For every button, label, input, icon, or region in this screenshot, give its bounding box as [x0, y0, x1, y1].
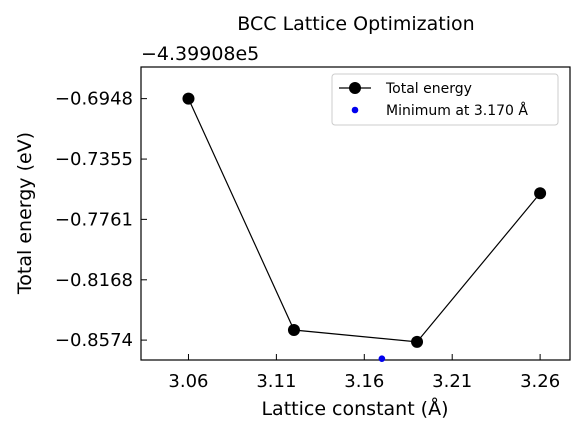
y-axis-ticks: −0.6948 −0.7355 −0.7761 −0.8168 −0.8574: [55, 89, 147, 351]
legend-minimum-marker: [351, 106, 359, 114]
x-tick-label: 3.06: [168, 371, 208, 392]
x-tick-label: 3.11: [256, 371, 296, 392]
legend-total-energy-marker: [349, 82, 361, 94]
x-axis-ticks: 3.06 3.11 3.16 3.21 3.26: [168, 354, 560, 392]
chart-title: BCC Lattice Optimization: [237, 13, 474, 35]
minimum-point: [378, 355, 386, 362]
y-offset-label: −4.39908e5: [141, 43, 259, 65]
total-energy-point: [534, 187, 547, 200]
total-energy-point: [182, 92, 195, 105]
y-tick-label: −0.7355: [55, 149, 133, 170]
y-axis-label: Total energy (eV): [14, 132, 36, 295]
x-tick-label: 3.16: [344, 371, 384, 392]
y-tick-label: −0.7761: [55, 209, 133, 230]
legend-frame: [331, 73, 559, 126]
x-axis-label: Lattice constant (Å): [261, 397, 448, 420]
total-energy-line: [187, 98, 541, 343]
x-tick-label: 3.21: [432, 371, 472, 392]
total-energy-point: [411, 335, 424, 348]
y-tick-label: −0.8168: [55, 270, 133, 291]
legend-total-energy-label: Total energy: [385, 81, 472, 97]
y-tick-label: −0.6948: [55, 89, 133, 110]
total-energy-point: [287, 324, 300, 337]
legend-minimum-label: Minimum at 3.170 Å: [386, 102, 528, 119]
series-layer: [182, 92, 547, 362]
legend: Total energy Minimum at 3.170 Å: [331, 73, 559, 126]
x-tick-label: 3.26: [520, 371, 560, 392]
y-tick-label: −0.8574: [55, 330, 133, 351]
plot-area-frame: [140, 66, 571, 361]
